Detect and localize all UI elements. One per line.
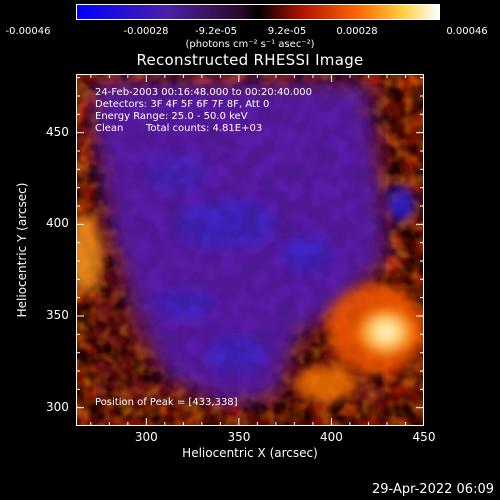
chart-title: Reconstructed RHESSI Image: [136, 51, 364, 69]
x-axis-label: Heliocentric X (arcsec): [182, 446, 318, 460]
y-tick-label: 400: [46, 216, 69, 231]
colorbar-tick: 0.00046: [446, 26, 488, 37]
heatmap-image: [76, 74, 424, 426]
timestamp: 29-Apr-2022 06:09: [372, 482, 494, 497]
annotation-detectors: Detectors: 3F 4F 5F 6F 7F 8F, Att 0: [95, 99, 270, 110]
colorbar-gradient: [77, 5, 439, 19]
annotation-energy: Energy Range: 25.0 - 50.0 keV: [95, 111, 248, 122]
x-tick-label: 350: [227, 430, 251, 444]
colorbar-tick: 9.2e-05: [267, 26, 307, 37]
colorbar-tick: -0.00028: [123, 26, 169, 37]
axis-ticks: [76, 74, 424, 426]
x-tick-label: 300: [134, 430, 158, 444]
colorbar-tick: -0.00046: [5, 26, 51, 37]
image-plot: [76, 74, 424, 426]
y-tick-label: 450: [46, 124, 69, 139]
plot-canvas: [76, 74, 424, 426]
annotation-peak: Position of Peak = [433,338]: [95, 397, 238, 408]
x-tick-label: 400: [319, 430, 343, 444]
colorbar-unit: (photons cm⁻² s⁻¹ asec⁻²): [185, 39, 315, 50]
colorbar-tick: -9.2e-05: [195, 26, 237, 37]
colorbar-tick: 0.00028: [336, 26, 378, 37]
plot-frame: [76, 74, 424, 426]
annotation-counts: Total counts: 4.81E+03: [146, 123, 263, 134]
colorbar: [76, 4, 440, 20]
annotation-method: Clean: [95, 123, 124, 134]
y-axis-label: Heliocentric Y (arcsec): [15, 182, 29, 318]
x-tick-label: 450: [412, 430, 436, 444]
y-tick-label: 300: [46, 399, 69, 414]
y-tick-label: 350: [46, 308, 69, 322]
annotation-time: 24-Feb-2003 00:16:48.000 to 00:20:40.000: [95, 87, 313, 98]
